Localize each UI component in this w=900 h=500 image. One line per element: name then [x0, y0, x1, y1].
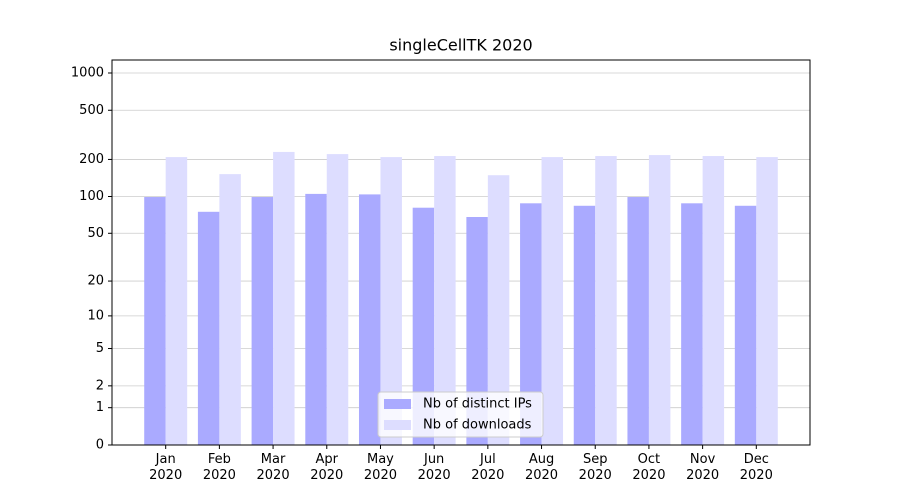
bar — [487, 175, 510, 445]
legend-label: Nb of distinct IPs — [423, 397, 532, 412]
legend-swatch — [384, 399, 411, 409]
y-tick-label: 1000 — [71, 65, 104, 80]
y-tick-label: 2 — [96, 378, 104, 393]
x-tick-label: Mar 2020 — [256, 452, 290, 483]
bar — [144, 197, 166, 445]
bar — [595, 156, 617, 446]
bar — [273, 151, 295, 445]
y-tick-label: 5 — [96, 341, 104, 356]
x-tick-label: Dec 2020 — [739, 452, 773, 483]
y-tick-label: 0 — [96, 438, 104, 453]
x-tick-label: Aug 2020 — [524, 452, 559, 483]
bar — [681, 203, 703, 445]
legend-box — [377, 391, 544, 438]
bar — [466, 217, 488, 445]
y-tick-label: 500 — [79, 103, 104, 118]
y-tick-label: 50 — [87, 226, 104, 241]
x-tick-label: May 2020 — [363, 452, 397, 483]
x-tick-label: Apr 2020 — [310, 452, 344, 483]
x-tick-label: Feb 2020 — [202, 452, 236, 483]
y-tick-label: 20 — [87, 274, 104, 289]
bar — [358, 194, 381, 445]
y-tick-label: 1 — [96, 400, 104, 415]
bar — [702, 156, 725, 446]
bar — [627, 197, 649, 445]
bar — [197, 211, 220, 445]
bar — [520, 203, 542, 445]
bar — [251, 197, 274, 445]
y-tick-label: 200 — [79, 152, 104, 167]
plot-frame — [111, 59, 811, 446]
x-tick-label: Jun 2020 — [417, 452, 451, 483]
bar — [219, 174, 241, 445]
bar — [573, 205, 596, 445]
x-tick-label: Sep 2020 — [578, 452, 612, 483]
x-tick-label: Jul 2020 — [471, 452, 505, 483]
x-tick-label: Jan 2020 — [149, 452, 183, 483]
bar — [756, 157, 778, 445]
bar — [305, 193, 327, 445]
legend-label: Nb of downloads — [423, 418, 532, 433]
bar — [541, 157, 564, 445]
bar — [734, 205, 757, 445]
x-tick-label: Oct 2020 — [632, 452, 666, 483]
bar — [165, 157, 188, 445]
chart-title: singleCellTK 2020 — [389, 36, 532, 55]
y-tick-label: 10 — [87, 308, 104, 323]
x-tick-label: Nov 2020 — [686, 452, 720, 483]
y-tick-label: 100 — [79, 189, 104, 204]
bar — [412, 207, 435, 445]
bar — [648, 155, 671, 446]
bar — [380, 157, 402, 445]
legend: Nb of distinct IPs Nb of downloads — [377, 391, 544, 438]
bar — [434, 156, 456, 446]
legend-swatch — [384, 420, 411, 430]
bar — [326, 154, 349, 445]
